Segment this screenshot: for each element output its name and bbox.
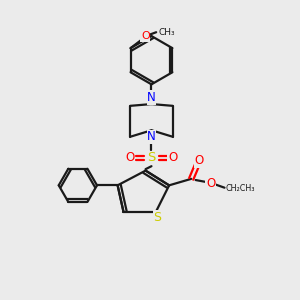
Text: O: O (206, 177, 215, 190)
Text: N: N (147, 91, 156, 104)
Text: N: N (147, 130, 156, 143)
Text: O: O (194, 154, 204, 167)
Text: CH₃: CH₃ (158, 28, 175, 37)
Text: S: S (153, 211, 161, 224)
Text: S: S (147, 152, 156, 164)
Text: CH₂CH₃: CH₂CH₃ (226, 184, 255, 194)
Text: O: O (168, 152, 177, 164)
Text: O: O (126, 152, 135, 164)
Text: O: O (141, 31, 150, 41)
